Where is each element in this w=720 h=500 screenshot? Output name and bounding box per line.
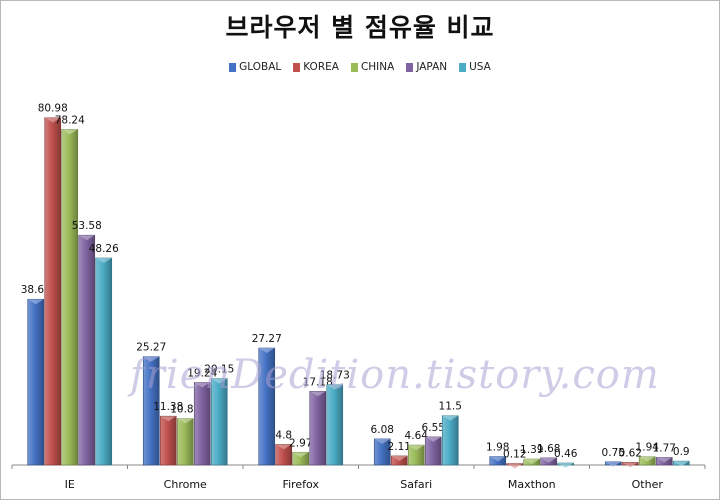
- data-label-china-chrome: 10.83: [170, 404, 200, 416]
- bar-cap: [391, 455, 408, 461]
- bar-cap: [540, 457, 557, 463]
- data-label-global-safari: 6.08: [371, 424, 394, 436]
- legend-label: KOREA: [303, 61, 339, 73]
- bar-cap: [194, 382, 211, 388]
- bar-cap: [44, 117, 61, 123]
- bar-cap: [61, 129, 78, 135]
- bar-korea-chrome: [159, 415, 177, 466]
- legend-swatch: [350, 62, 358, 72]
- data-label-japan-safari: 6.55: [422, 422, 445, 434]
- data-label-usa-ie: 48.26: [89, 243, 119, 255]
- legend-swatch: [459, 62, 467, 72]
- bar-cap: [622, 462, 639, 468]
- data-label-japan-maxthon: 1.68: [537, 443, 560, 455]
- bar-china-ie: [61, 129, 79, 466]
- x-tick-label-chrome: Chrome: [164, 478, 207, 491]
- bar-cap: [408, 445, 425, 451]
- data-label-korea-ie: 80.98: [38, 103, 68, 115]
- bar-cap: [656, 457, 673, 463]
- bar-global-ie: [27, 298, 45, 466]
- bar-usa-ie: [95, 257, 113, 466]
- legend-label: GLOBAL: [239, 61, 282, 73]
- legend-label: USA: [469, 61, 491, 73]
- bar-cap: [95, 258, 112, 264]
- bar-cap: [309, 391, 326, 397]
- legend: GLOBAL KOREA CHINA JAPAN USA: [0, 61, 720, 73]
- chart-title: 브라우저 별 점유율 비교: [225, 13, 495, 42]
- legend-swatch: [229, 62, 237, 72]
- legend-swatch: [406, 62, 414, 72]
- data-label-korea-other: 0.62: [619, 447, 642, 459]
- bar-cap: [78, 235, 95, 241]
- data-label-usa-maxthon: 0.46: [554, 448, 578, 460]
- data-label-korea-safari: 2.11: [388, 441, 411, 453]
- data-label-korea-firefox: 4.8: [275, 429, 292, 441]
- bar-cap: [258, 348, 275, 354]
- data-label-china-maxthon: 1.39: [520, 444, 543, 456]
- bar-cap: [425, 436, 442, 442]
- bar-cap: [160, 416, 177, 422]
- bar-cap: [489, 456, 506, 462]
- data-label-china-safari: 4.64: [405, 430, 429, 442]
- data-label-global-chrome: 25.27: [136, 342, 166, 354]
- data-label-china-ie: 78.24: [55, 114, 85, 126]
- x-tick-label-ie: IE: [65, 478, 75, 491]
- legend-label: CHINA: [360, 61, 395, 73]
- legend-label: JAPAN: [416, 61, 448, 73]
- x-tick-label-other: Other: [632, 478, 664, 491]
- bar-china-chrome: [176, 418, 194, 466]
- data-label-japan-other: 1.77: [653, 442, 676, 454]
- x-tick-label-safari: Safari: [400, 478, 432, 491]
- data-label-global-ie: 38.65: [21, 284, 51, 296]
- bar-cap: [27, 299, 44, 305]
- data-label-usa-safari: 11.5: [439, 401, 462, 413]
- bar-cap: [275, 444, 292, 450]
- legend-item-global: GLOBAL: [229, 61, 281, 73]
- data-label-china-other: 1.94: [636, 442, 660, 454]
- legend-swatch: [293, 62, 301, 72]
- data-label-japan-ie: 53.58: [72, 220, 102, 232]
- bar-usa-chrome: [210, 378, 228, 466]
- bar-cap: [292, 452, 309, 458]
- data-label-global-firefox: 27.27: [252, 333, 282, 345]
- data-label-korea-chrome: 11.38: [153, 401, 183, 413]
- data-label-china-firefox: 2.97: [289, 437, 312, 449]
- bar-cap: [605, 461, 622, 467]
- bar-cap: [523, 459, 540, 465]
- bar-global-firefox: [258, 347, 276, 466]
- data-label-japan-chrome: 19.24: [187, 367, 217, 379]
- data-label-japan-firefox: 17.18: [303, 376, 333, 388]
- data-label-global-other: 0.75: [602, 447, 625, 459]
- bar-japan-chrome: [193, 382, 211, 466]
- bar-cap: [177, 418, 194, 424]
- bar-cap: [557, 463, 574, 469]
- legend-item-japan: JAPAN: [406, 61, 447, 73]
- data-label-usa-firefox: 18.73: [320, 370, 350, 382]
- bar-cap: [673, 461, 690, 467]
- bar-cap: [143, 356, 160, 362]
- x-tick-label-maxthon: Maxthon: [508, 478, 556, 491]
- data-label-usa-other: 0.9: [673, 446, 690, 458]
- bar-korea-ie: [44, 117, 62, 466]
- bar-cap: [211, 378, 228, 384]
- legend-item-korea: KOREA: [293, 61, 339, 73]
- data-label-global-maxthon: 1.98: [486, 442, 509, 454]
- data-label-korea-maxthon: 0.12: [503, 449, 526, 461]
- legend-item-usa: USA: [459, 61, 491, 73]
- bar-cap: [374, 438, 391, 444]
- legend-item-china: CHINA: [350, 61, 395, 73]
- data-label-usa-chrome: 20.15: [204, 364, 234, 376]
- bar-cap: [639, 456, 656, 462]
- bar-japan-firefox: [309, 391, 327, 466]
- bar-cap: [506, 463, 523, 469]
- bar-cap: [442, 415, 459, 421]
- bar-usa-safari: [441, 415, 459, 466]
- x-tick-label-firefox: Firefox: [283, 478, 320, 491]
- bar-japan-ie: [78, 234, 96, 466]
- bar-cap: [326, 384, 343, 390]
- bar-usa-firefox: [326, 384, 344, 466]
